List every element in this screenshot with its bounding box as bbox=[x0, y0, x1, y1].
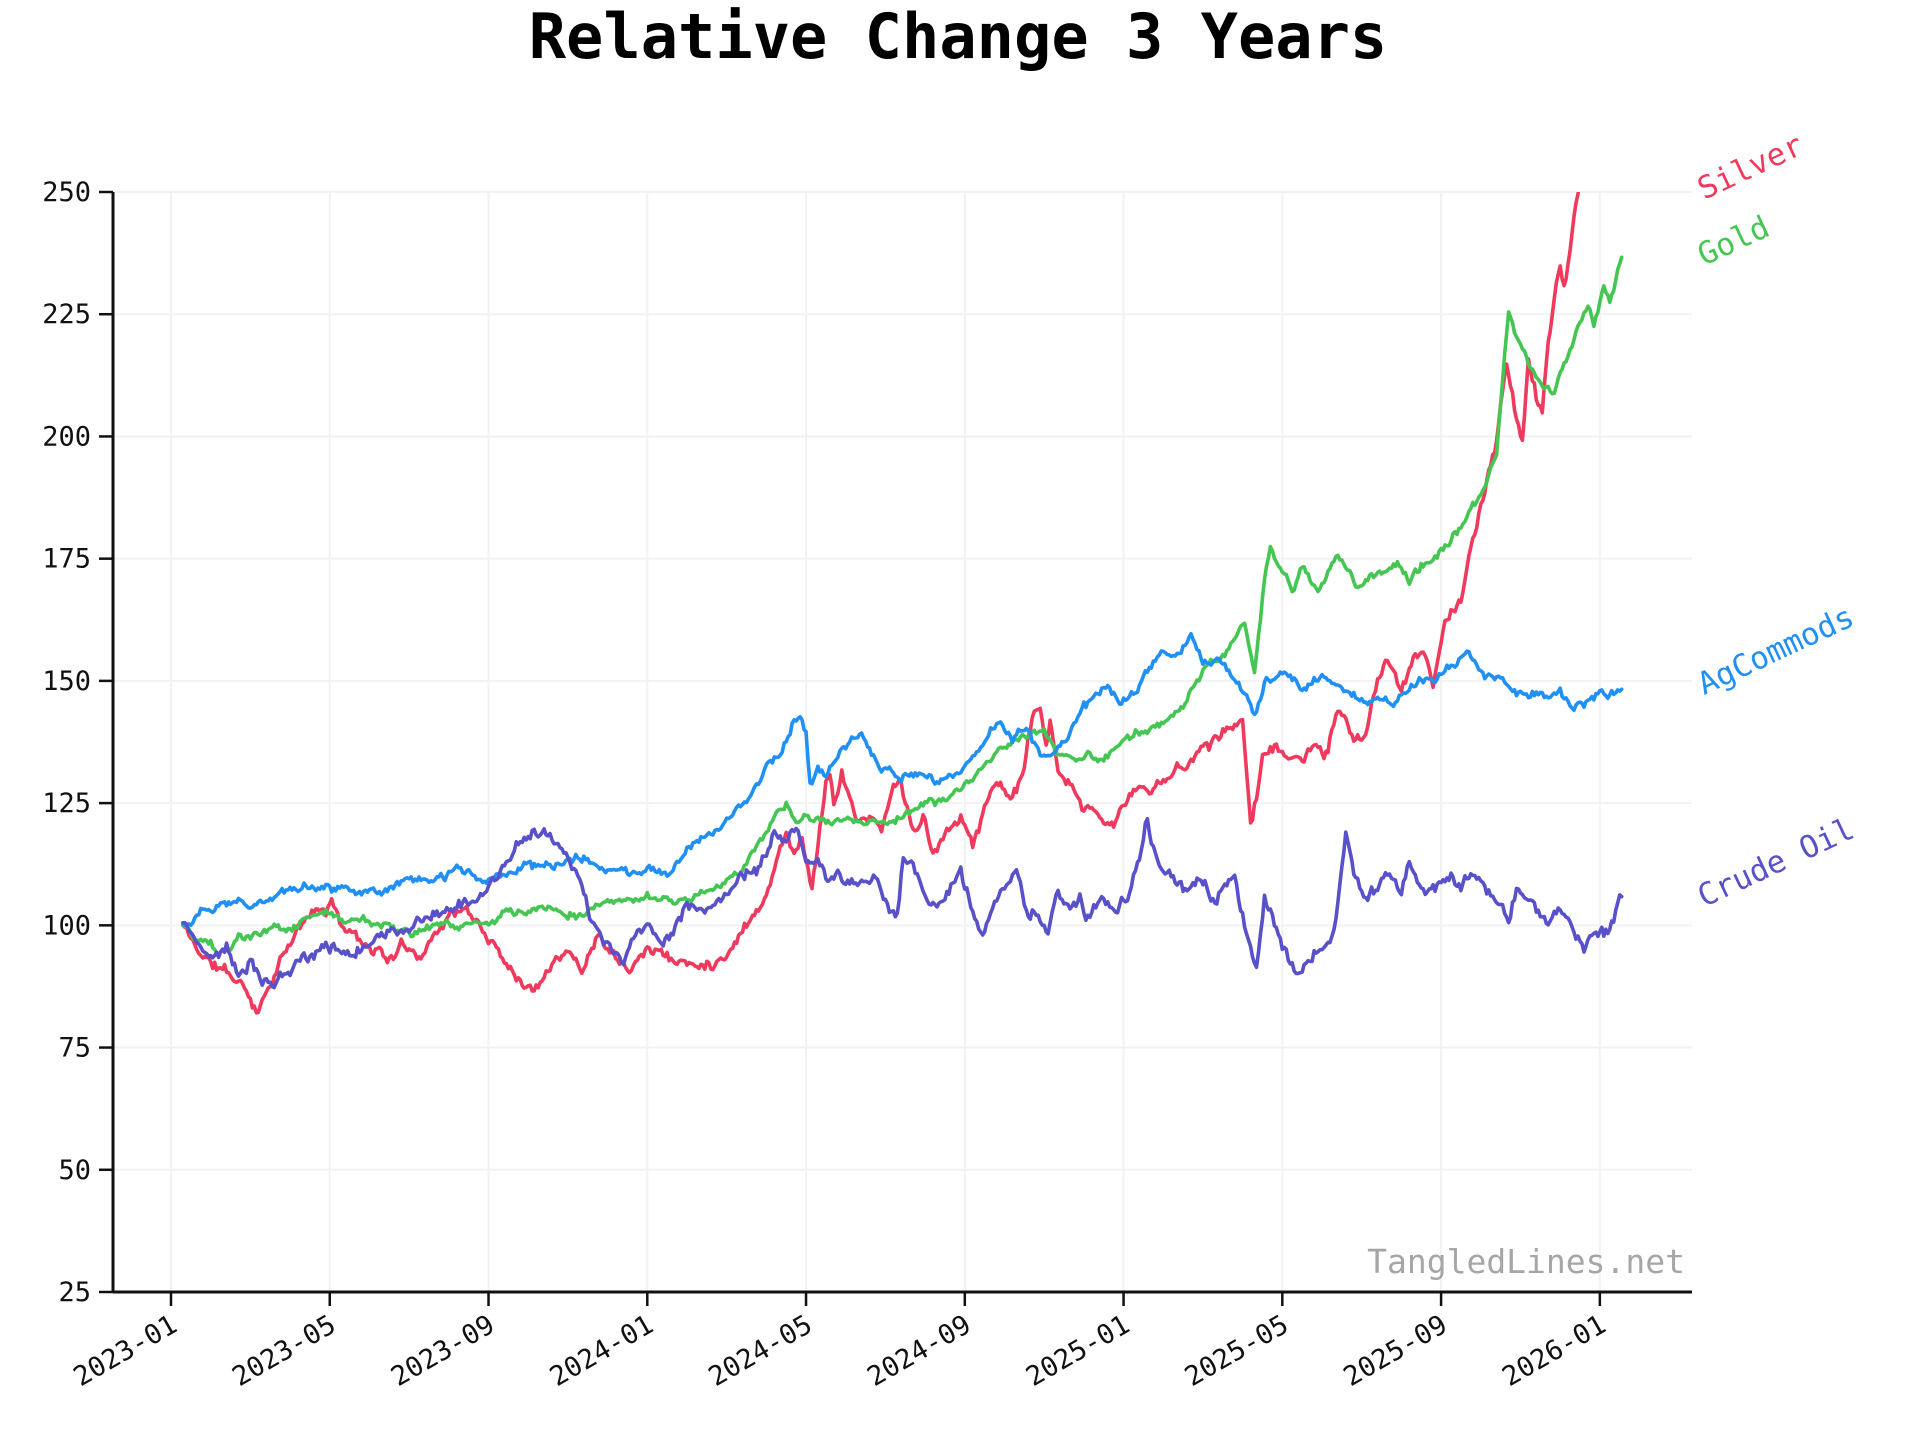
y-tick-label: 25 bbox=[58, 1277, 91, 1308]
series-label-gold: Gold bbox=[1692, 209, 1775, 273]
series-line-agcommods bbox=[181, 631, 1624, 928]
y-tick-label: 200 bbox=[42, 421, 91, 452]
axes: 25 50 75 100 125 150 175 200 225 250 2023-01 2023-0… bbox=[42, 177, 1692, 1393]
series-line-crude-oil bbox=[181, 817, 1624, 990]
series-label-silver: Silver bbox=[1692, 127, 1809, 207]
x-tick-label: 2025-05 bbox=[1180, 1309, 1294, 1393]
y-tick-label: 225 bbox=[42, 299, 91, 330]
y-tick-label: 50 bbox=[58, 1155, 91, 1186]
watermark: TangledLines.net bbox=[1367, 1242, 1685, 1281]
y-tick-label: 75 bbox=[58, 1033, 91, 1064]
series-lines bbox=[181, 192, 1624, 1015]
x-tick-label: 2025-01 bbox=[1021, 1309, 1135, 1393]
y-tick-label: 100 bbox=[42, 910, 91, 941]
series-line-silver bbox=[181, 192, 1581, 1015]
y-tick-label: 250 bbox=[42, 177, 91, 208]
x-tick-label: 2024-09 bbox=[862, 1309, 976, 1393]
x-tick-label: 2024-01 bbox=[545, 1309, 659, 1393]
x-tick-label: 2026-01 bbox=[1497, 1309, 1611, 1393]
x-tick-label: 2023-09 bbox=[386, 1309, 500, 1393]
x-tick-label: 2023-05 bbox=[227, 1309, 341, 1393]
series-label-agcommods: AgCommods bbox=[1692, 599, 1859, 703]
gridlines bbox=[113, 191, 1692, 1293]
series-line-gold bbox=[181, 255, 1624, 956]
x-tick-label: 2025-09 bbox=[1339, 1309, 1453, 1393]
x-tick-label: 2023-01 bbox=[68, 1309, 182, 1393]
chart-title: Relative Change 3 Years bbox=[529, 0, 1388, 73]
y-tick-label: 150 bbox=[42, 666, 91, 697]
series-label-crude-oil: Crude Oil bbox=[1692, 811, 1859, 915]
y-tick-label: 125 bbox=[42, 788, 91, 819]
y-tick-label: 175 bbox=[42, 544, 91, 575]
x-tick-label: 2024-05 bbox=[703, 1309, 817, 1393]
